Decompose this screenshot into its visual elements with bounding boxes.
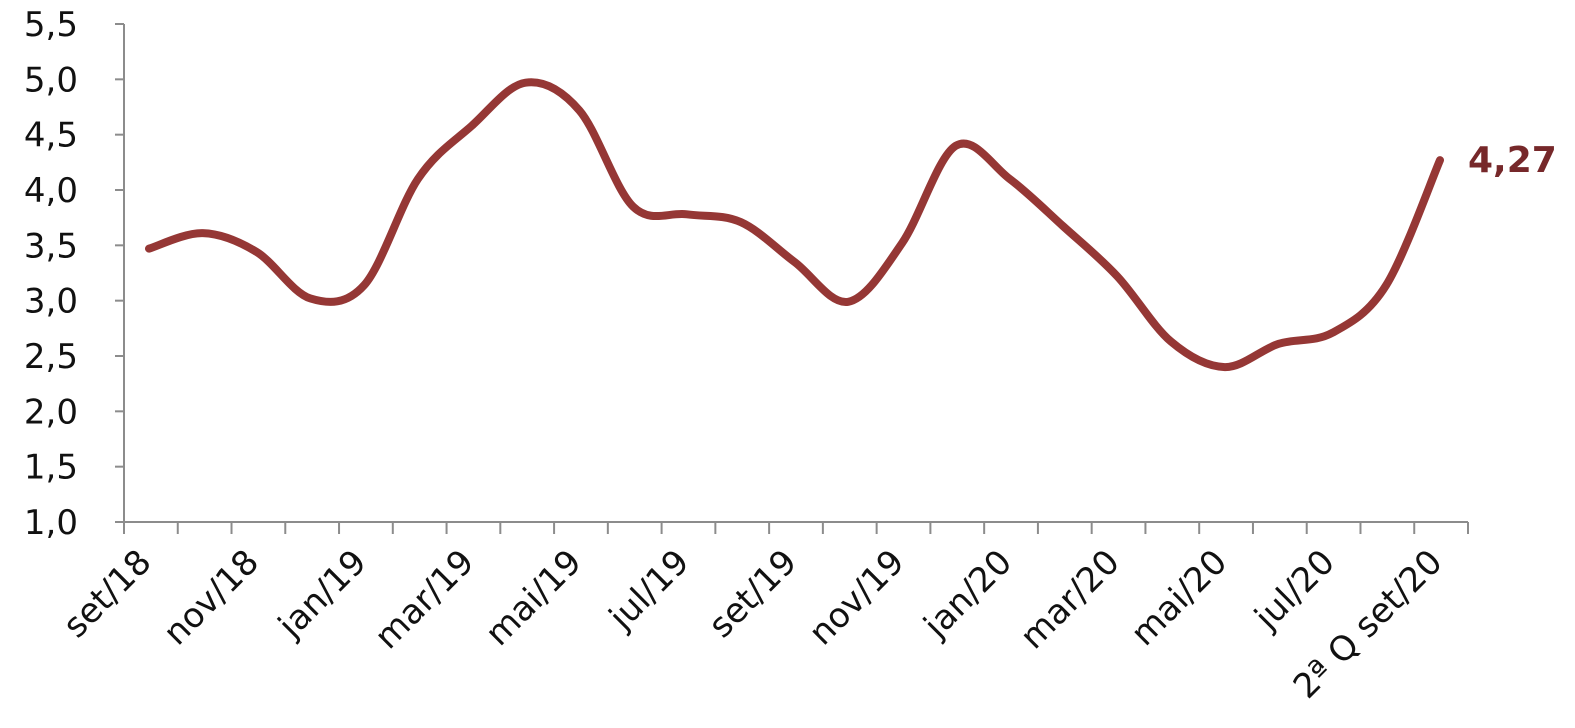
y-tick-label: 2,5: [24, 337, 78, 377]
x-tick-label: mai/19: [478, 542, 590, 654]
x-tick-label: jan/19: [270, 542, 374, 646]
y-tick-label: 1,0: [24, 503, 78, 543]
x-tick-label: set/18: [56, 542, 160, 646]
y-tick-label: 3,5: [24, 226, 78, 266]
y-tick-label: 3,0: [24, 282, 78, 322]
x-tick-label: mar/20: [1013, 542, 1128, 657]
y-tick-label: 1,5: [24, 448, 78, 488]
y-tick-label: 4,0: [24, 171, 78, 211]
x-tick-label: mai/20: [1123, 542, 1235, 654]
x-tick-label: nov/18: [156, 542, 267, 653]
end-value-label: 4,27: [1468, 140, 1557, 181]
series-group: [145, 78, 1444, 372]
x-tick-label: nov/19: [801, 542, 912, 653]
x-tick-label: set/19: [701, 542, 805, 646]
y-axis: 1,0 1,5 2,0 2,5 3,0 3,5 4,0 4,5 5,0 5,5: [24, 5, 125, 543]
y-tick-label: 4,5: [24, 116, 78, 156]
series-line: [145, 78, 1444, 372]
y-tick-label: 5,5: [24, 5, 78, 45]
y-tick-label: 2,0: [24, 392, 78, 432]
x-tick-label: jan/20: [916, 542, 1020, 646]
x-tick-label: jul/19: [601, 542, 697, 638]
x-tick-label: jul/20: [1246, 542, 1342, 638]
x-tick-label: mar/19: [367, 542, 482, 657]
y-tick-label: 5,0: [24, 60, 78, 100]
